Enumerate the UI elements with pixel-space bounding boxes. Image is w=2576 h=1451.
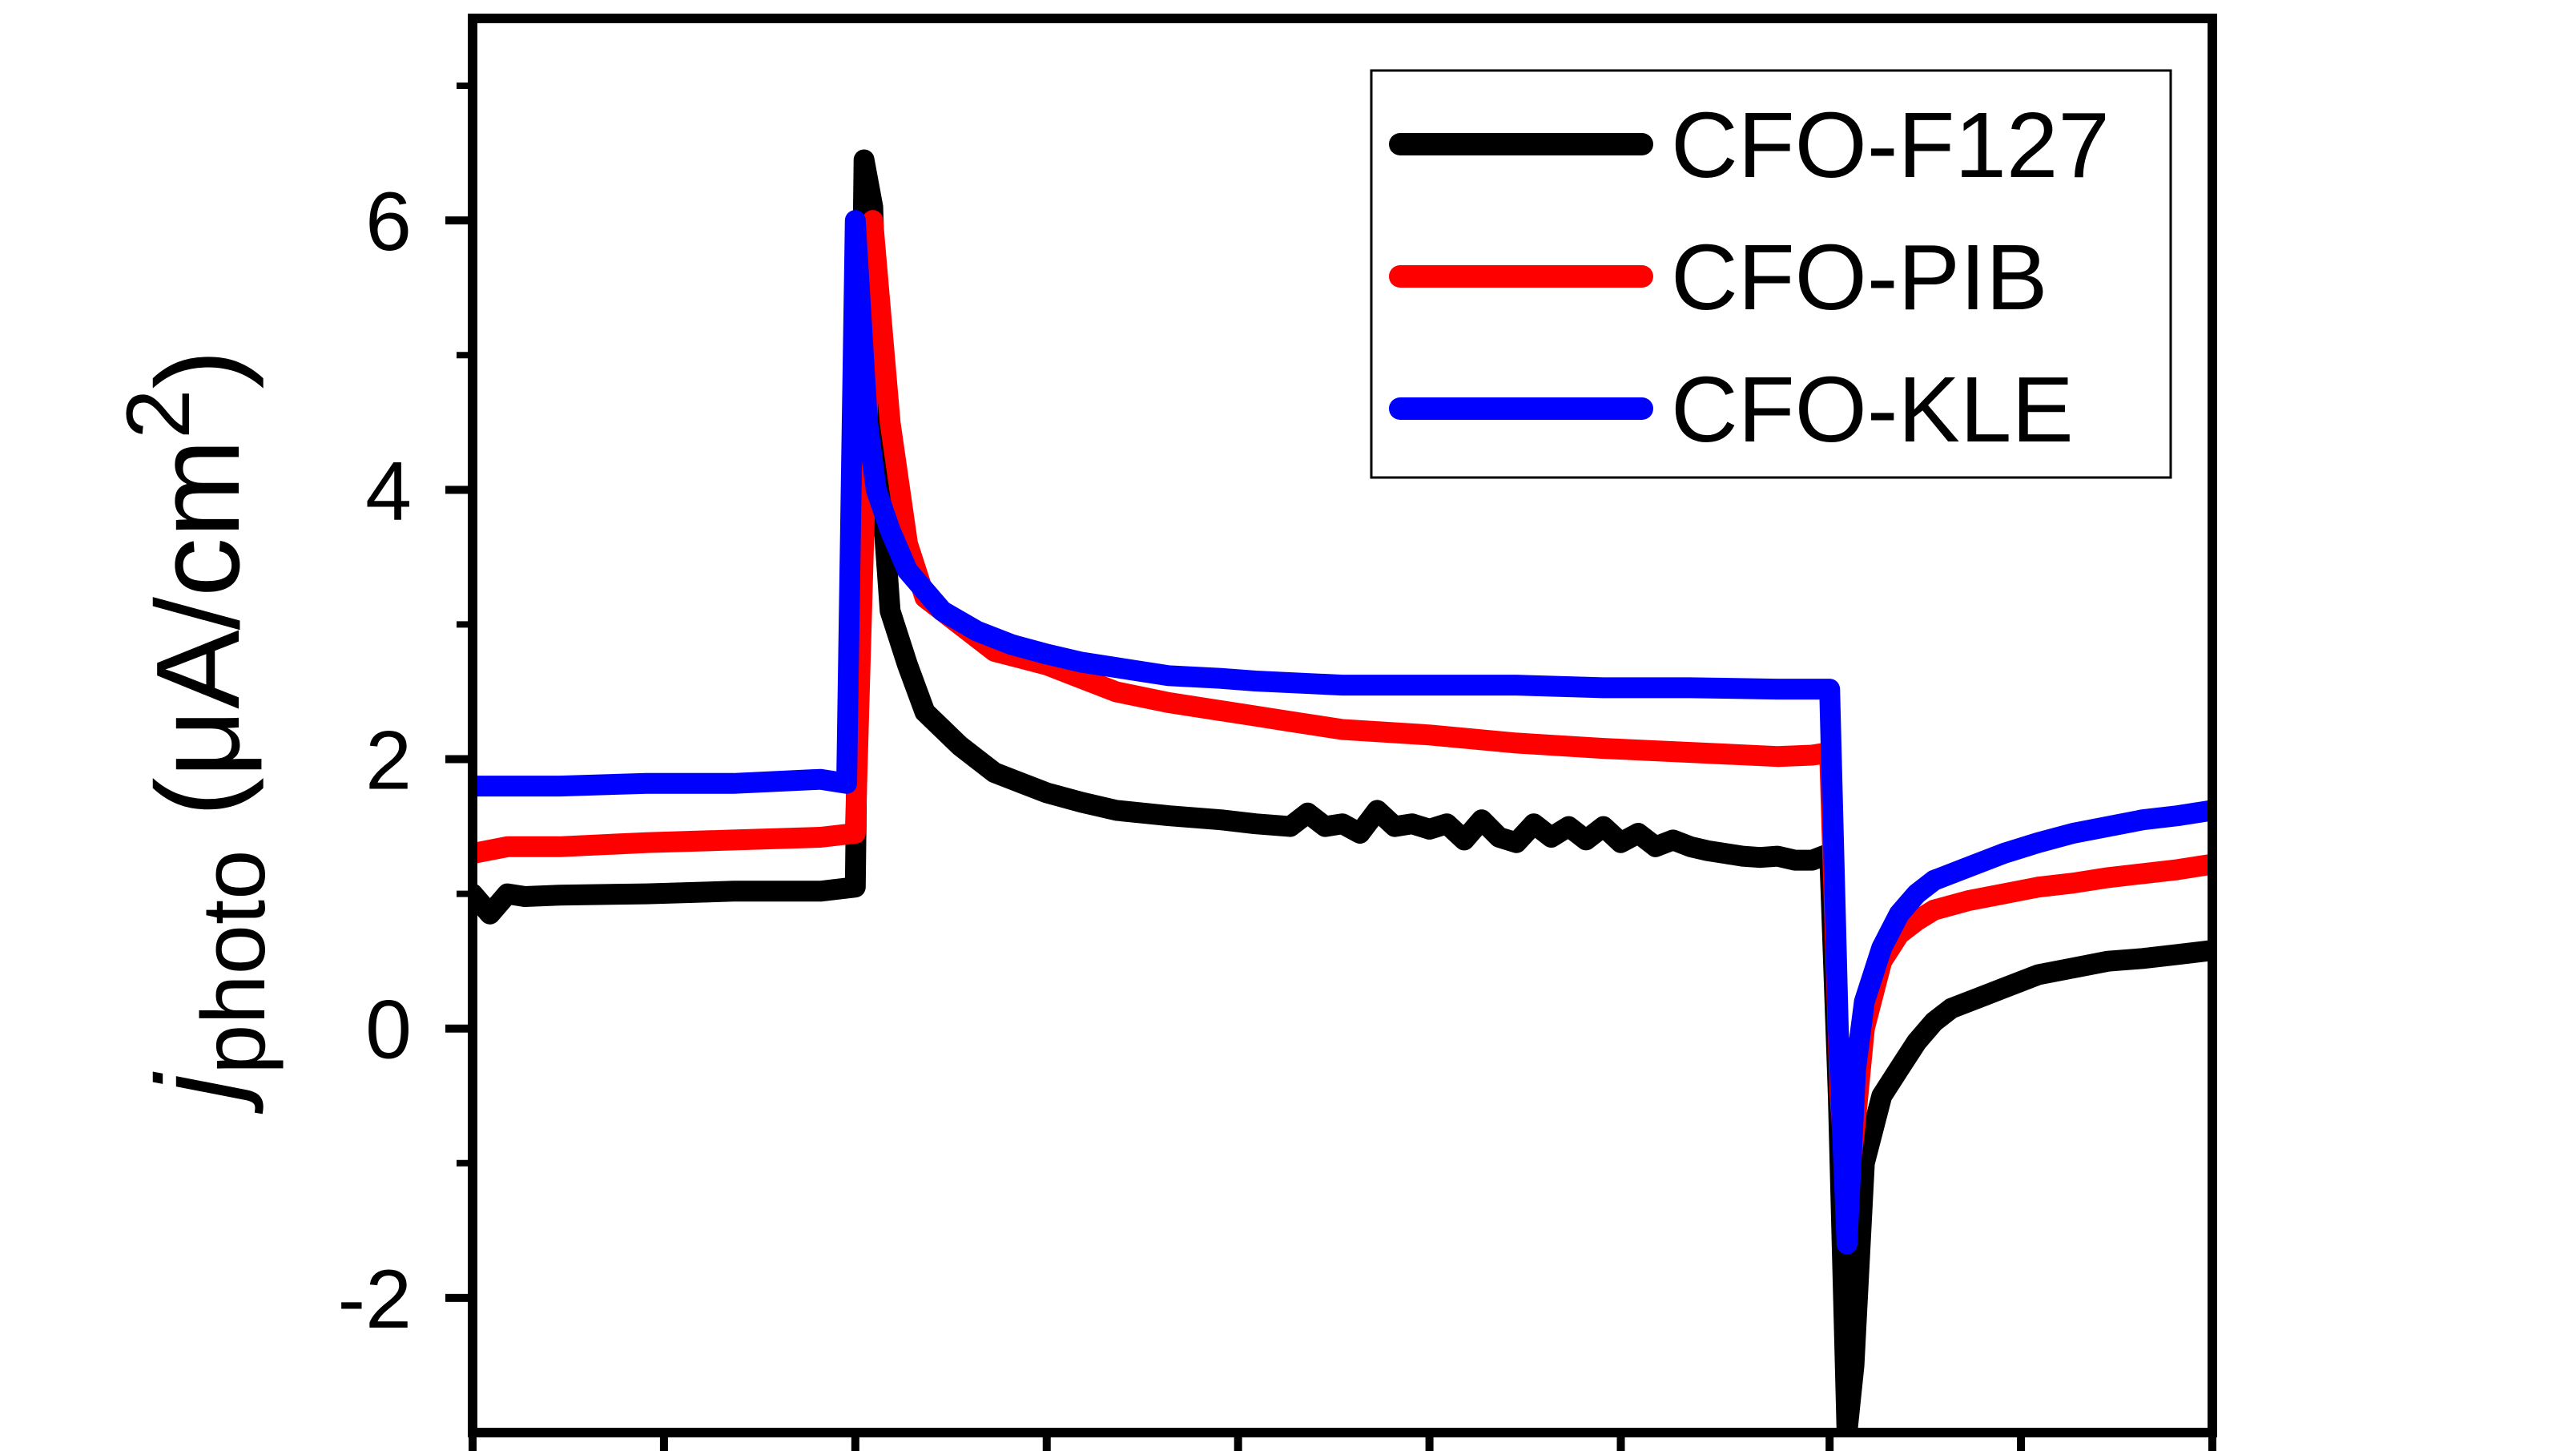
y-tick-label: 2: [365, 715, 412, 808]
ylabel-unit-superscript: 2: [108, 389, 208, 439]
legend-label-cfo-kle: CFO-KLE: [1671, 357, 2074, 461]
legend: CFO-F127 CFO-PIB CFO-KLE: [1370, 69, 2172, 479]
legend-entries: CFO-F127 CFO-PIB CFO-KLE: [1389, 93, 2110, 461]
plot-frame: [468, 14, 2217, 1437]
ylabel-unit-close: ): [132, 349, 264, 389]
y-tick-label: -2: [338, 1253, 412, 1346]
series-layer: [473, 149, 2212, 1433]
plot-layer: [473, 149, 2212, 1433]
series-line-cfo-pib: [473, 210, 2212, 1201]
series-line-cfo-kle: [473, 210, 2212, 1255]
legend-label-cfo-pib: CFO-PIB: [1671, 225, 2047, 329]
ylabel-subscript: photo: [183, 850, 284, 1074]
y-tick-label: 4: [365, 445, 412, 538]
y-axis-label-text: jphoto (μA/cm2): [108, 349, 284, 1114]
ylabel-unit: (μA/cm: [132, 439, 264, 817]
legend-label-cfo-f127: CFO-F127: [1671, 93, 2110, 197]
y-tick-label: 6: [365, 175, 412, 268]
axis-layer: -2 0 2 4 6: [338, 83, 2216, 1451]
series-line-cfo-f127: [473, 149, 2212, 1433]
y-axis-label: jphoto (μA/cm2): [108, 349, 284, 1114]
y-tick-label: 0: [365, 984, 412, 1077]
ylabel-spacer: [132, 816, 264, 849]
ylabel-symbol: j: [132, 1071, 264, 1114]
